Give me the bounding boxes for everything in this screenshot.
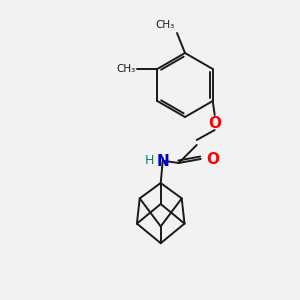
Text: O: O (208, 116, 221, 130)
Text: H: H (144, 154, 154, 166)
Text: O: O (207, 152, 220, 167)
Text: CH₃: CH₃ (116, 64, 135, 74)
Text: CH₃: CH₃ (156, 20, 175, 30)
Text: N: N (156, 154, 169, 169)
